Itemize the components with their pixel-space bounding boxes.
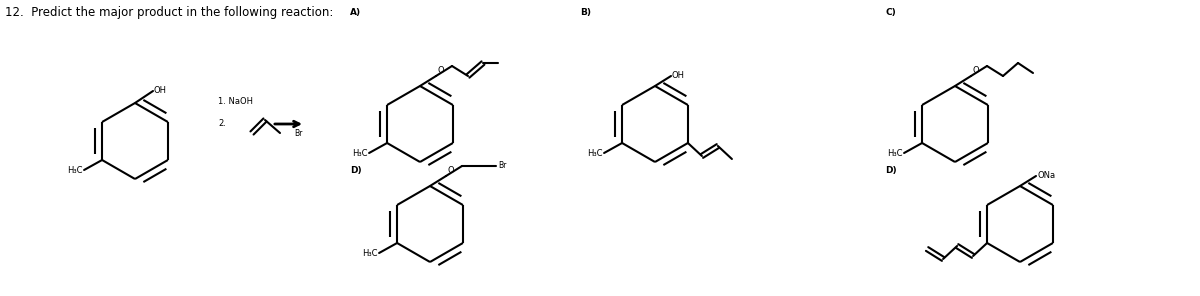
Text: A): A) (350, 8, 361, 17)
Text: 12.  Predict the major product in the following reaction:: 12. Predict the major product in the fol… (5, 6, 334, 19)
Text: B): B) (580, 8, 592, 17)
Text: OH: OH (154, 86, 167, 96)
Text: C): C) (886, 8, 895, 17)
Text: OH: OH (672, 72, 685, 81)
Text: 2.: 2. (218, 119, 226, 128)
Text: O: O (446, 166, 454, 175)
Text: Br: Br (498, 162, 506, 170)
Text: H₃C: H₃C (353, 149, 368, 157)
Text: H₃C: H₃C (588, 149, 604, 157)
Text: H₃C: H₃C (888, 149, 904, 157)
Text: 1. NaOH: 1. NaOH (218, 97, 253, 106)
Text: H₃C: H₃C (362, 249, 378, 258)
Text: D): D) (350, 166, 361, 175)
Text: ONa: ONa (1037, 171, 1055, 181)
Text: H₃C: H₃C (67, 165, 83, 175)
Text: Br: Br (294, 128, 302, 138)
Text: O: O (437, 66, 444, 75)
Text: D): D) (886, 166, 896, 175)
Text: O: O (972, 66, 979, 75)
